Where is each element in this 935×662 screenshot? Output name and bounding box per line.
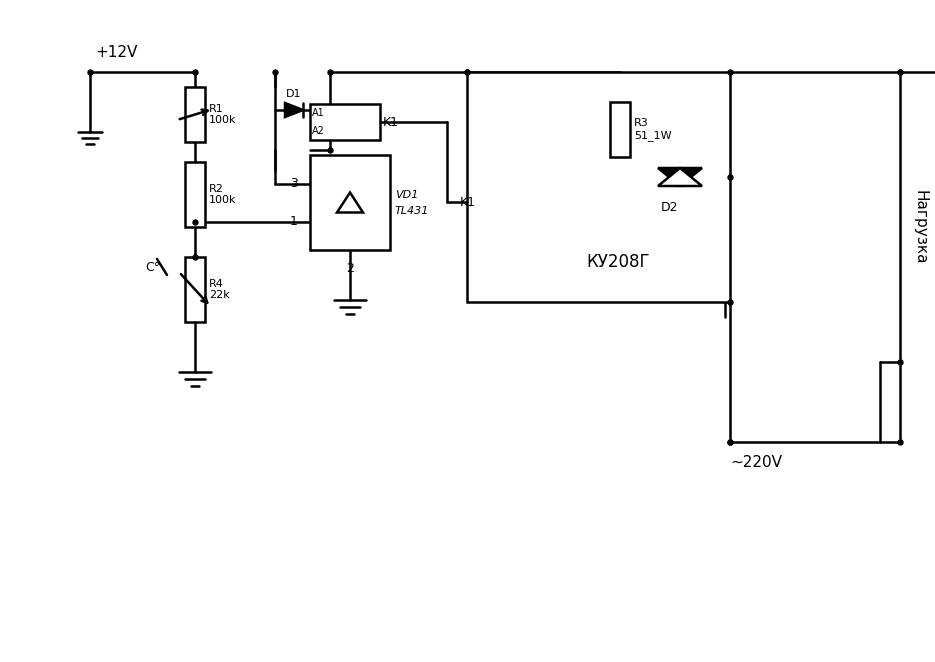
Text: Нагрузка: Нагрузка [913, 190, 928, 264]
Text: 2: 2 [346, 262, 354, 275]
Bar [185, 257, 205, 322]
Text: D2: D2 [661, 201, 679, 214]
Bar [185, 87, 205, 142]
Text: D1: D1 [286, 89, 302, 99]
Text: VD1: VD1 [395, 189, 418, 199]
Text: K1: K1 [383, 115, 399, 128]
Bar [310, 155, 390, 250]
Text: R3
51_1W: R3 51_1W [634, 118, 671, 141]
Text: R4
22k: R4 22k [209, 279, 230, 301]
Text: КУ208Г: КУ208Г [586, 253, 651, 271]
Polygon shape [658, 168, 702, 186]
Polygon shape [337, 193, 363, 213]
Bar [185, 162, 205, 227]
Text: R1
100k: R1 100k [209, 104, 237, 125]
Text: ~220V: ~220V [730, 455, 782, 469]
Text: R2
100k: R2 100k [209, 183, 237, 205]
Text: C°: C° [145, 261, 160, 273]
Text: TL431: TL431 [395, 205, 429, 216]
Text: +12V: +12V [95, 44, 137, 60]
Text: A2: A2 [312, 126, 324, 136]
Polygon shape [658, 168, 702, 186]
Text: 3: 3 [290, 177, 298, 190]
Text: K1: K1 [460, 195, 476, 209]
Bar [310, 104, 380, 140]
Bar [610, 102, 630, 157]
Text: 1: 1 [290, 215, 298, 228]
Bar [467, 72, 730, 302]
Polygon shape [285, 103, 303, 117]
Text: A1: A1 [312, 108, 324, 118]
